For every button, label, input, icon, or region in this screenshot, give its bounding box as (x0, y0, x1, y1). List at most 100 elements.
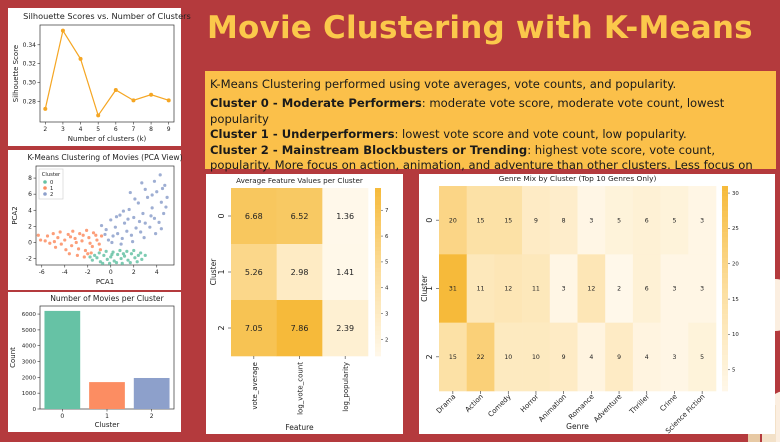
heatmap-cell (322, 300, 369, 357)
colorbar-tick-label: 15 (732, 297, 739, 303)
colorbar-segment (722, 257, 728, 264)
colorbar-segment (722, 227, 728, 233)
scatter-point-cluster-2 (118, 213, 122, 217)
heatmap-cell (632, 322, 661, 392)
colorbar-segment (375, 255, 381, 260)
heatmap-cell (605, 254, 634, 323)
legend-title: Cluster (42, 172, 61, 178)
cluster-1-text: : lowest vote score and vote count, low … (394, 127, 687, 142)
colorbar-segment (722, 324, 728, 330)
heatmap-cell (632, 186, 661, 255)
colorbar-segment (722, 309, 728, 315)
scatter-point-cluster-2 (150, 193, 154, 197)
colorbar-segment (375, 188, 381, 193)
colorbar-segment (375, 225, 381, 231)
colorbar-segment (375, 347, 381, 353)
cluster-1-name: Cluster 1 - Underperformers (210, 127, 395, 142)
heatmap-cell-value: 11 (477, 286, 485, 293)
heatmap-cell (494, 186, 523, 255)
x-tick-label: 2 (150, 413, 154, 420)
data-point (131, 98, 136, 103)
heatmap-cell-value: 2 (617, 286, 621, 293)
scatter-point-cluster-1 (97, 242, 101, 246)
colorbar-segment (722, 339, 728, 346)
y-tick-label: 0 (32, 407, 36, 413)
colorbar-segment (375, 251, 381, 256)
colorbar-segment (375, 309, 381, 315)
legend-marker (43, 180, 47, 184)
x-tick-label: -6 (39, 269, 45, 276)
y-tick-label: 0.34 (23, 42, 37, 49)
scatter-point-cluster-2 (119, 242, 123, 246)
colorbar-segment (722, 355, 728, 361)
scatter-point-cluster-2 (159, 200, 163, 204)
scatter-point-cluster-1 (71, 229, 75, 233)
y-tick-label: 2000 (22, 375, 37, 381)
scatter-point-cluster-2 (110, 240, 114, 245)
scatter-point-cluster-1 (64, 248, 68, 252)
colorbar-segment (375, 200, 381, 206)
heatmap-cell (688, 254, 717, 323)
colorbar-segment (722, 298, 728, 305)
heatmap-cell-value: 15 (449, 354, 457, 361)
scatter-point-cluster-0 (93, 253, 97, 257)
scatter-point-cluster-2 (145, 195, 150, 199)
genre-heatmap: Genre Mix by Cluster (Top 10 Genres Only… (420, 174, 739, 435)
colorbar-segment (722, 350, 728, 356)
colorbar-segment (375, 339, 381, 344)
heatmap-cell (549, 322, 578, 392)
heatmap-cell (660, 322, 689, 392)
cluster-0-name: Cluster 0 - Moderate Performers (210, 96, 422, 111)
colorbar-segment (375, 318, 381, 323)
scatter-point-cluster-1 (39, 238, 43, 242)
chart-title: Genre Mix by Cluster (Top 10 Genres Only… (499, 174, 657, 183)
scatter-point-cluster-2 (111, 234, 115, 238)
heatmap-cell-value: 4 (645, 354, 649, 361)
scatter-point-cluster-0 (108, 261, 112, 265)
scatter-point-cluster-1 (53, 245, 58, 249)
x-tick-label: Animation (537, 393, 568, 424)
scatter-point-cluster-1 (75, 253, 79, 257)
x-axis-label: Number of clusters (k) (68, 135, 147, 143)
heatmap-cell-value: 12 (587, 286, 595, 293)
heatmap-cell (660, 254, 689, 323)
heatmap-cell-value: 7.86 (291, 324, 309, 333)
colorbar-segment (375, 267, 381, 273)
axes-frame (39, 24, 175, 123)
scatter-point-cluster-0 (98, 260, 102, 264)
scatter-point-cluster-2 (131, 240, 135, 244)
colorbar-segment (375, 238, 381, 243)
colorbar-segment (722, 319, 728, 325)
colorbar-tick-label: 25 (732, 226, 739, 232)
colorbar-segment (722, 293, 728, 300)
x-tick-label: Action (464, 393, 485, 414)
scatter-point-cluster-2 (159, 227, 163, 231)
heatmap-cell-value: 31 (449, 286, 457, 293)
x-axis-label: PCA1 (96, 278, 114, 286)
heatmap-cell (439, 322, 467, 392)
feature-heatmap-panel: Average Feature Values per Cluster 6.68 6.… (206, 174, 403, 434)
scatter-point-cluster-1 (45, 234, 50, 238)
scatter-point-cluster-2 (158, 173, 162, 177)
scatter-point-cluster-1 (74, 240, 78, 245)
x-tick-label: 2 (43, 126, 47, 133)
genre-heatmap-panel: Genre Mix by Cluster (Top 10 Genres Only… (419, 174, 775, 435)
scatter-point-cluster-2 (103, 232, 107, 237)
heatmap-cell (466, 186, 495, 255)
colorbar-segment (722, 237, 728, 243)
heatmap-cell-value: 11 (532, 286, 540, 293)
chart-title: K-Means Clustering of Movies (PCA View) (27, 153, 182, 162)
heatmap-cell (522, 322, 551, 392)
y-tick-label: 8 (28, 175, 32, 182)
colorbar-segment (375, 293, 381, 298)
scatter-point-cluster-2 (109, 218, 113, 222)
colorbar-tick-label: 10 (732, 332, 739, 338)
scatter-point-cluster-1 (98, 248, 102, 252)
colorbar-segment (722, 262, 728, 269)
scatter-point-cluster-1 (86, 252, 90, 256)
y-axis-label: Silhouette Score (12, 45, 20, 102)
scatter-point-cluster-0 (95, 256, 99, 260)
colorbar-segment (722, 278, 728, 284)
scatter-point-cluster-2 (165, 195, 169, 199)
x-tick-label: -4 (62, 269, 68, 276)
